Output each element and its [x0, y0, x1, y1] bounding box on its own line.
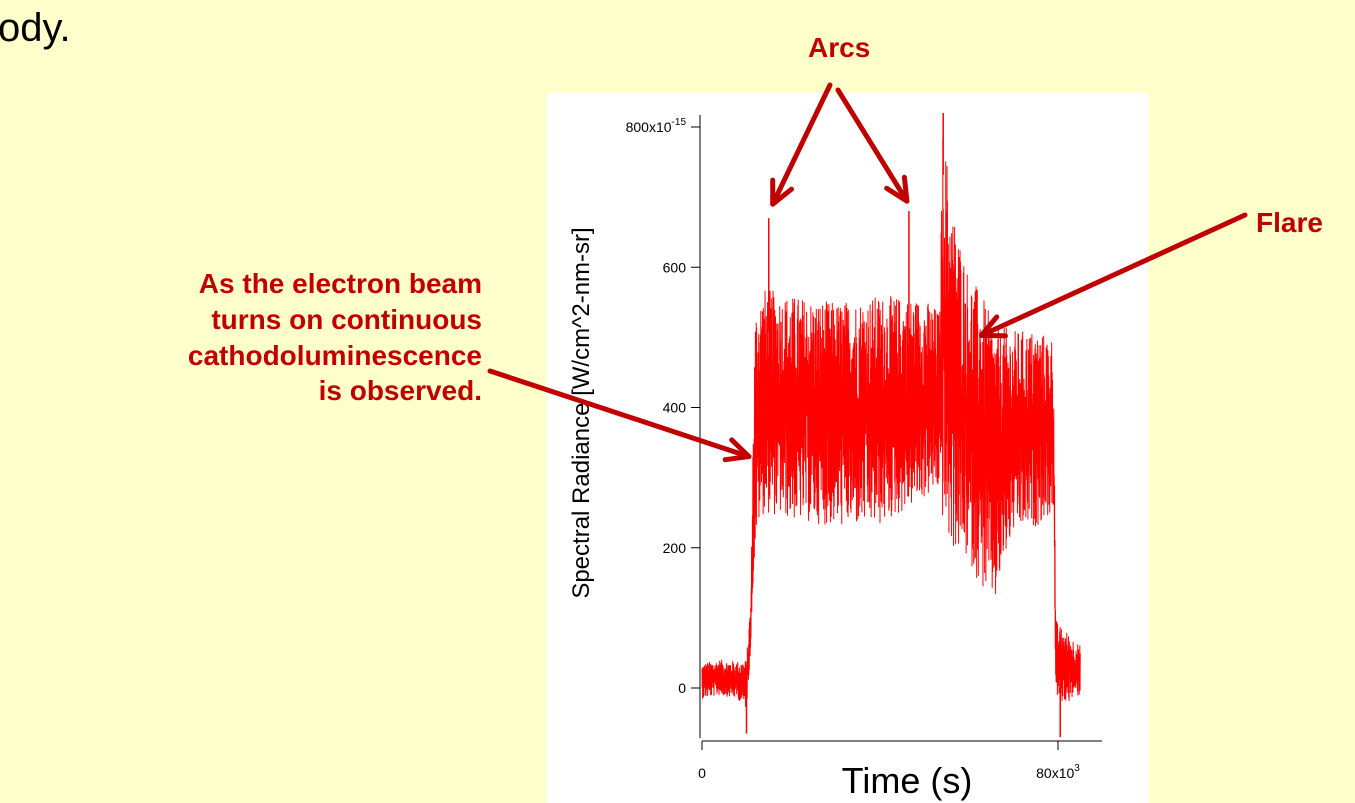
onset-annotation-line-4: is observed.: [318, 375, 482, 407]
radiance-time-chart: 0 200 400 600 800x10-15 0 80x103 Time (s) Spectr…: [568, 112, 1102, 801]
onset-annotation: As the electron beam turns on continuous…: [188, 266, 482, 409]
y-tick-label-4: 800x10-15: [626, 117, 687, 135]
x-tick-label-0: 0: [698, 765, 706, 781]
arcs-annotation: Arcs: [808, 32, 871, 63]
chart-panel: 0 200 400 600 800x10-15 0 80x103 Time (s) Spectr…: [547, 93, 1148, 803]
flare-annotation: Flare: [1256, 207, 1323, 238]
y-axis-title: Spectral Radiance [W/cm^2-nm-sr]: [568, 227, 595, 598]
onset-annotation-line-1: As the electron beam: [198, 268, 482, 299]
y-tick-label-2: 400: [663, 400, 687, 416]
y-tick-label-0: 0: [678, 680, 686, 696]
onset-annotation-line-2: turns on continuous: [211, 303, 482, 335]
y-tick-label-3: 600: [663, 259, 687, 275]
onset-annotation-line-3: cathodoluminescence: [187, 339, 482, 371]
slide-body-text-fragment: ody.: [0, 6, 71, 50]
radiance-series-line: [701, 137, 1081, 708]
y-tick-label-1: 200: [663, 540, 687, 556]
x-tick-label-1: 80x103: [1036, 763, 1080, 781]
x-axis-title: Time (s): [842, 760, 973, 801]
